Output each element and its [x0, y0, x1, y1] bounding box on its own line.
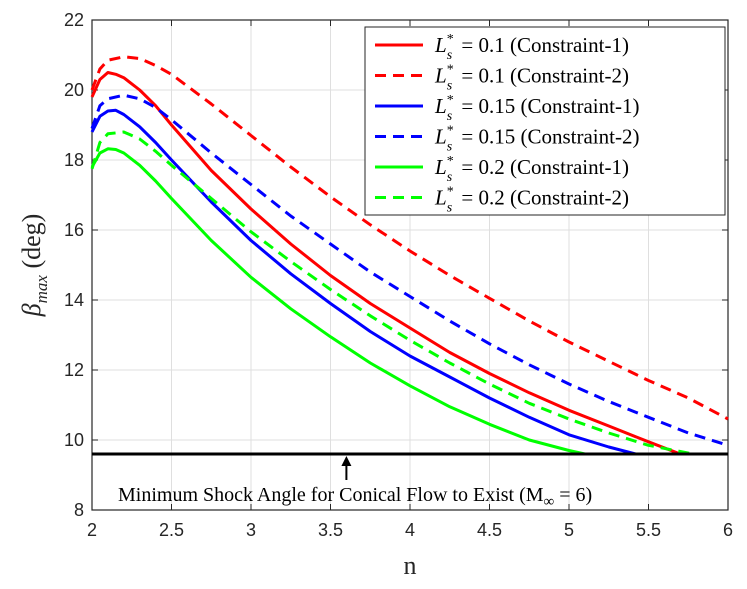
y-tick-label: 16	[64, 220, 84, 240]
legend-box	[364, 26, 726, 216]
series-group	[90, 55, 729, 456]
series-line-3	[90, 108, 637, 456]
axes: 2 2.5 3 3.5 4 4.5 5 5.5 6 8 10 12 14 16 18 20 22	[64, 10, 733, 540]
x-tick-label: 2.5	[159, 520, 184, 540]
y-tick-label: 20	[64, 80, 84, 100]
y-axis-label: βmax (deg)	[17, 214, 51, 318]
series-line-6	[90, 130, 694, 456]
y-tick-label: 8	[74, 500, 84, 520]
x-tick-label: 5	[564, 520, 574, 540]
series-line-1	[90, 71, 681, 456]
x-tick-label: 4.5	[477, 520, 502, 540]
legend: L* s = 0.1 (Constraint-1)L* s = 0.1 (Const…	[364, 26, 726, 216]
y-tick-label: 14	[64, 290, 84, 310]
x-tick-label: 2	[87, 520, 97, 540]
y-tick-label: 22	[64, 10, 84, 30]
x-tick-label: 3	[246, 520, 256, 540]
legend-label-6: L* s = 0.2 (Constraint-2)	[434, 185, 629, 216]
y-tick-label: 10	[64, 430, 84, 450]
x-tick-label: 6	[723, 520, 733, 540]
series-line-5	[90, 147, 586, 456]
legend-label-3: L* s = 0.15 (Constraint-1)	[434, 93, 639, 124]
series-line-4	[90, 93, 729, 447]
legend-label-1: L* s = 0.1 (Constraint-1)	[434, 32, 629, 63]
x-axis-label: n	[404, 551, 417, 580]
legend-label-4: L* s = 0.15 (Constraint-2)	[434, 124, 639, 155]
x-tick-label: 4	[405, 520, 415, 540]
x-tick-label: 5.5	[636, 520, 661, 540]
plot-frame	[91, 19, 729, 511]
annotation-group: Minimum Shock Angle for Conical Flow to …	[92, 452, 728, 510]
x-tick-label: 3.5	[318, 520, 343, 540]
legend-label-5: L* s = 0.2 (Constraint-1)	[434, 154, 629, 185]
axis-labels: n βmax (deg)	[17, 214, 417, 580]
y-tick-label: 18	[64, 150, 84, 170]
series-line-2	[90, 55, 729, 421]
legend-label-2: L* s = 0.1 (Constraint-2)	[434, 63, 629, 94]
annotation-text: Minimum Shock Angle for Conical Flow to …	[118, 484, 592, 510]
annotation-arrow-head	[341, 456, 352, 466]
y-tick-label: 12	[64, 360, 84, 380]
